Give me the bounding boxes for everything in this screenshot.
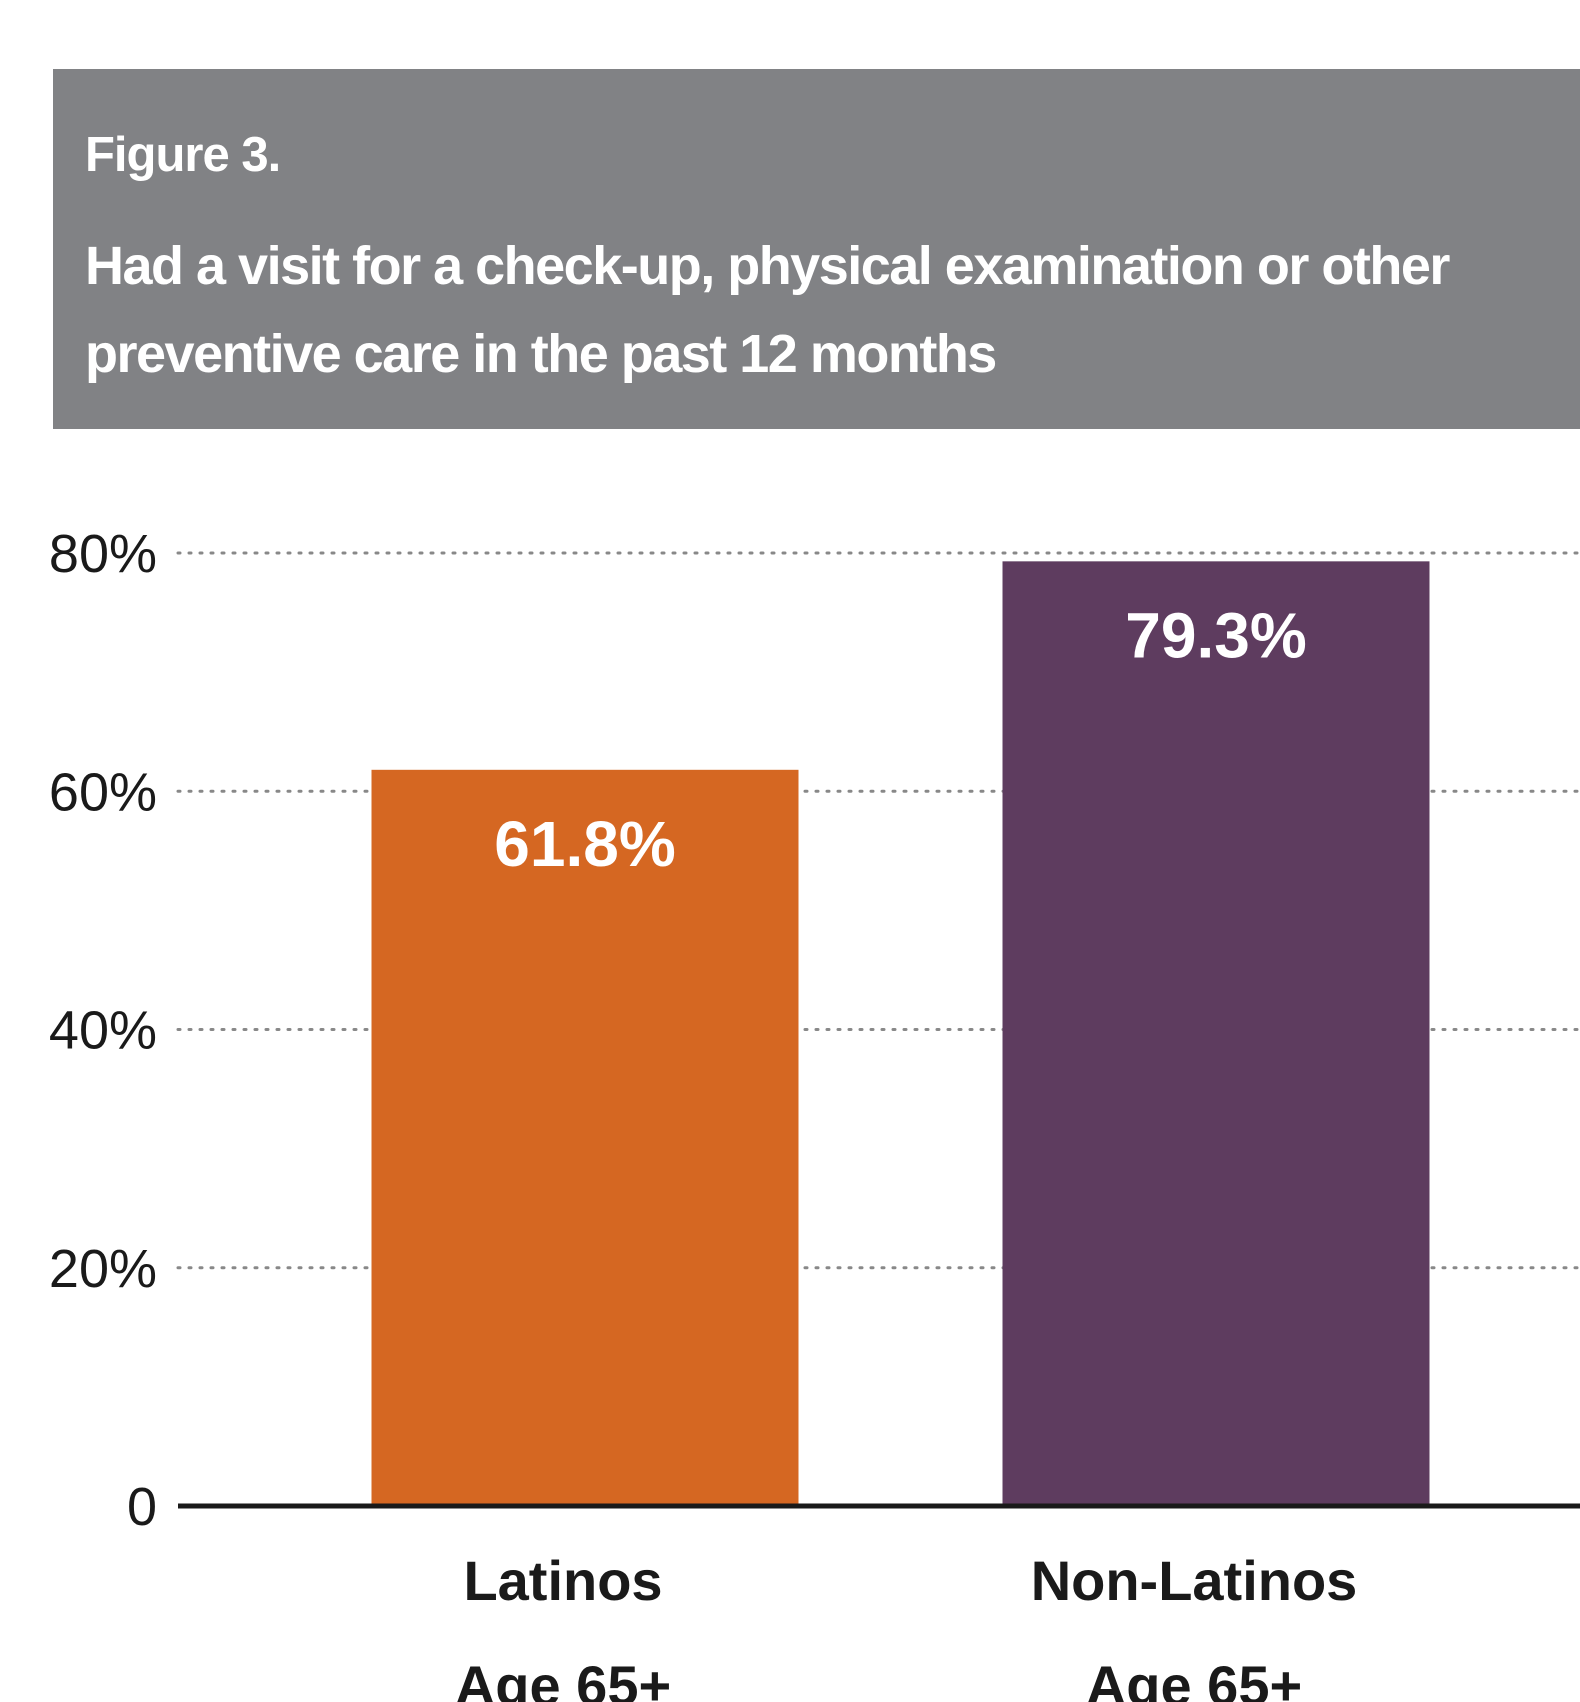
figure-label: Figure 3.	[85, 128, 281, 182]
category-label: Latinos	[463, 1549, 662, 1612]
y-tick-label: 20%	[49, 1239, 157, 1299]
bar-value-label: 61.8%	[494, 808, 675, 880]
bar	[1002, 561, 1430, 1506]
category-label: Age 65+	[455, 1654, 671, 1702]
category-label: Age 65+	[1086, 1654, 1302, 1702]
y-tick-label: 0	[127, 1477, 157, 1537]
figure-title: Had a visit for a check-up, physical exa…	[85, 236, 1450, 384]
y-tick-label: 80%	[49, 524, 157, 584]
figure-header: Figure 3. Had a visit for a check-up, ph…	[53, 69, 1580, 429]
y-tick-label: 60%	[49, 762, 157, 822]
bar	[371, 769, 799, 1506]
bar-value-label: 79.3%	[1125, 599, 1306, 671]
category-label: Non-Latinos	[1031, 1549, 1358, 1612]
y-tick-label: 40%	[49, 1001, 157, 1061]
